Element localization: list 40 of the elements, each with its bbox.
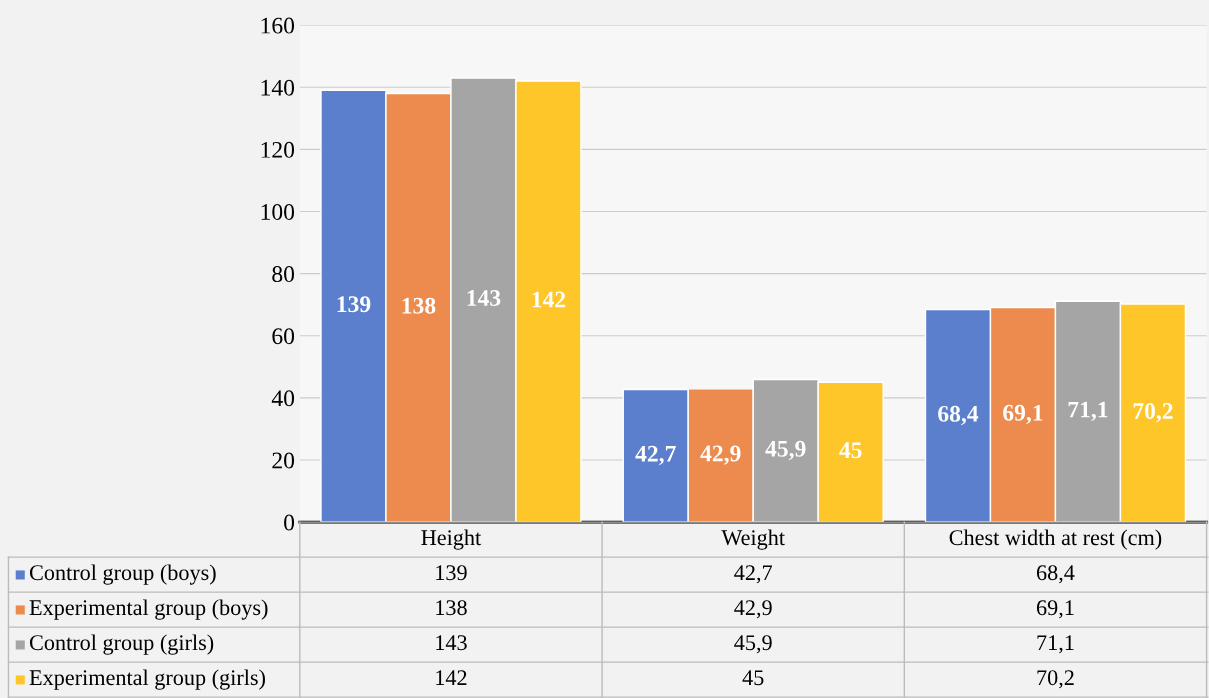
data-label: 143 (436, 635, 467, 651)
legend-label: Control group (girls) (29, 634, 214, 655)
text: 42,9 (700, 445, 741, 465)
data-label: 45,9 (734, 635, 772, 654)
y-tick-label: 20 (272, 452, 295, 469)
y-tick-label: 120 (261, 141, 295, 158)
legend-label: Experimental group (girls) (29, 669, 266, 690)
legend-label: Control group (boys) (29, 564, 216, 585)
y-tick-label: 60 (272, 328, 295, 345)
x-tick-label: Height (421, 529, 482, 550)
data-label: 42,7 (734, 565, 773, 584)
y-tick-label: 0 (284, 514, 295, 531)
text: 69,1 (1003, 404, 1043, 425)
data-label: 69,1 (1036, 600, 1074, 619)
text: 142 (532, 291, 566, 308)
y-tick-label: 140 (261, 79, 295, 96)
data-label: 42,9 (734, 600, 772, 619)
y-tick-label: 80 (272, 266, 295, 283)
text: 138 (402, 297, 436, 314)
text: 71,1 (1068, 401, 1108, 422)
data-label: 139 (436, 565, 467, 581)
y-tick-label: 160 (261, 17, 295, 34)
text: 143 (467, 290, 501, 306)
legend-label: Experimental group (boys) (29, 599, 268, 620)
data-label: 68,4 (1036, 565, 1075, 584)
x-tick-label: Weight (721, 529, 785, 550)
text: 42,7 (635, 445, 676, 466)
x-tick-label: Chest width at rest (cm) (949, 529, 1162, 550)
data-label: 138 (436, 600, 467, 616)
y-tick-label: 100 (261, 203, 295, 220)
text: 70,2 (1133, 403, 1173, 423)
data-label: 45 (742, 670, 764, 686)
data-label: 71,1 (1037, 635, 1074, 654)
text: 45 (839, 442, 862, 459)
text: 68,4 (938, 405, 979, 426)
data-label: 142 (436, 670, 467, 685)
text: 45,9 (765, 440, 806, 461)
y-tick-label: 40 (271, 390, 295, 407)
text: 139 (337, 296, 371, 313)
data-label: 70,2 (1037, 670, 1074, 689)
